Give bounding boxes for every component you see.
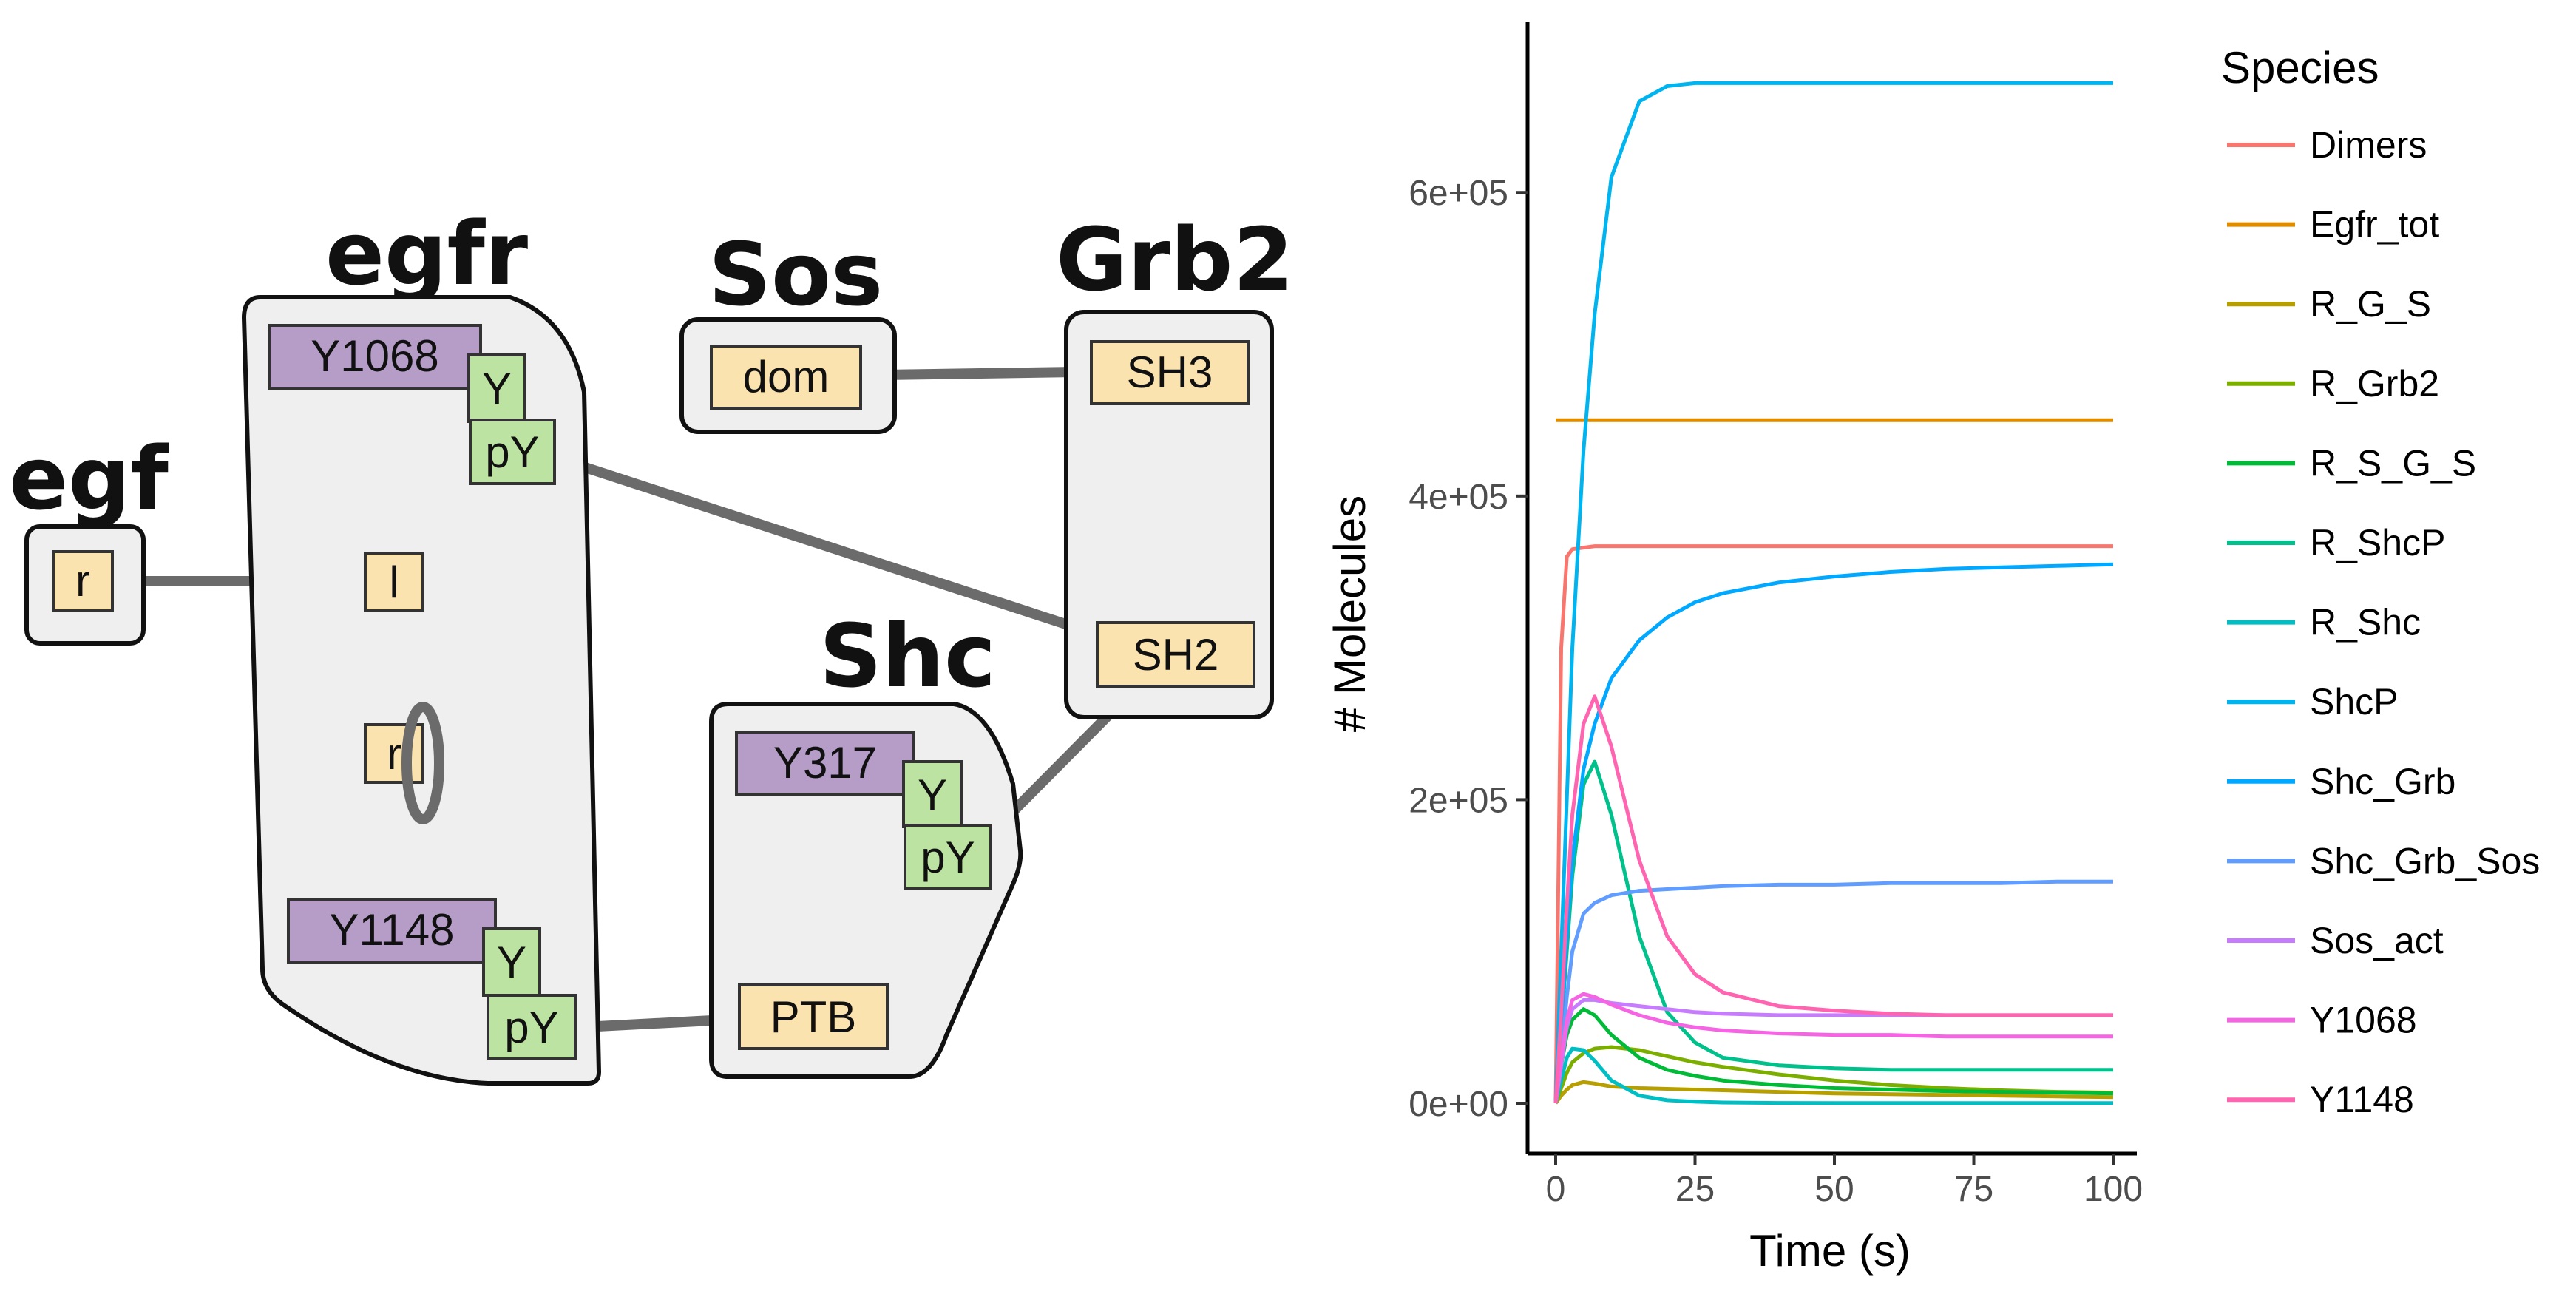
legend-label-Y1068: Y1068 [2310,1000,2417,1041]
shc-title: Shc [819,605,996,707]
series-line-R_S_G_S [1553,1007,2114,1104]
legend-label-R_Grb2: R_Grb2 [2310,363,2439,404]
shc-Y317-state-pY-label: pY [921,833,975,882]
egfr-site-l [364,552,424,612]
egfr-title: egfr [325,203,528,305]
x-tick-label: 75 [1954,1170,1993,1209]
grb2-site-SH2 [1096,621,1255,688]
grb2-site-SH3-label: SH3 [1127,348,1213,397]
egfr-Y1148-state-pY-label: pY [504,1003,558,1052]
egfr-site-Y1068-label: Y1068 [311,331,439,381]
series-line-R_Grb2 [1553,1045,2114,1104]
x-tick-label: 50 [1814,1170,1854,1209]
legend-label-R_ShcP: R_ShcP [2310,522,2445,563]
egfr-Y1068-state-pY [469,419,556,485]
y-tick-label: 0e+00 [1409,1085,1508,1124]
egfr-site-Y1148-label: Y1148 [329,905,454,955]
series-line-Shc_Grb [1553,562,2114,1104]
x-tick-label: 100 [2084,1170,2143,1209]
egfr-Y1148-state-pY [487,994,577,1060]
egfr-site-r [364,723,424,784]
grb2-site-SH2-label: SH2 [1133,630,1219,680]
y-tick-label: 2e+05 [1409,781,1508,820]
bond-egfr-pY-grb2-sh2 [535,447,1166,660]
shc-site-PTB-label: PTB [770,992,857,1042]
chart-axes: 0e+00 2e+05 4e+05 6e+05 0 25 50 75 100 [1409,22,2143,1209]
shc-Y317-state-Y [902,760,963,828]
legend-label-Shc_Grb: Shc_Grb [2310,761,2455,802]
chart-legend: Dimers Egfr_tot R_G_S R_Grb2 R_S_G_S R_ShcP R_… [2227,124,2540,1120]
molecule-shc: Shc Y317 Y pY PTB [709,605,1023,1079]
series-line-ShcP [1553,81,2113,1104]
legend-title: Species [2221,43,2379,92]
x-tick-label: 25 [1675,1170,1715,1209]
shc-Y317-state-Y-label: Y [918,771,947,820]
x-tick-label: 0 [1546,1170,1566,1209]
grb2-box [1064,310,1274,719]
legend-label-R_S_G_S: R_S_G_S [2310,442,2476,484]
series-line-R_ShcP [1553,759,2113,1104]
egfr-Y1148-state-Y [482,927,541,997]
grb2-title: Grb2 [1056,209,1287,311]
legend-label-Shc_Grb_Sos: Shc_Grb_Sos [2310,840,2540,881]
egf-site-r [52,550,114,612]
y-tick-label: 4e+05 [1409,478,1508,517]
molecule-egfr: egfr Y1068 Y pY l r Y1148 Y pY [241,203,602,1086]
series-line-Y1148 [1553,694,2113,1104]
shc-Y317-state-pY [904,824,992,890]
molecule-sos: Sos dom [679,223,897,434]
egf-title: egf [9,427,169,529]
series-line-Sos_act [1553,998,2113,1104]
egfr-Y1148-state-Y-label: Y [497,938,526,987]
molecule-egf: egf r [9,427,169,646]
egfr-r-intramolecular-bond [401,702,444,824]
series-line-Shc_Grb_Sos [1553,879,2113,1104]
sos-site-dom-label: dom [743,352,830,402]
series-line-Y1068 [1553,992,2113,1104]
interaction-diagram: egf r egfr Y1068 Y pY l r Y1148 Y pY Sos… [9,203,1287,1086]
egfr-site-l-label: l [389,558,399,607]
series-line-R_G_S [1553,1080,2114,1105]
egfr-box [241,295,602,1086]
legend-label-R_G_S: R_G_S [2310,283,2431,325]
legend-label-ShcP: ShcP [2310,681,2399,722]
y-axis-title: # Molecules [1325,495,1375,732]
egfr-Y1068-state-Y [467,353,526,423]
egfr-site-r-label: r [387,729,401,779]
molecule-grb2: Grb2 SH3 SH2 [1056,209,1287,719]
egfr-site-Y1068 [268,324,482,390]
y-tick-label: 6e+05 [1409,174,1508,213]
legend-label-Egfr_tot: Egfr_tot [2310,204,2439,245]
legend-label-Y1148: Y1148 [2310,1079,2414,1120]
egf-site-r-label: r [75,556,90,606]
legend-label-R_Shc: R_Shc [2310,602,2421,643]
shc-site-Y317 [735,731,915,796]
sos-site-dom [710,345,862,410]
legend-label-Dimers: Dimers [2310,124,2427,166]
grb2-site-SH3 [1090,340,1250,405]
legend-label-Sos_act: Sos_act [2310,920,2444,961]
egfr-Y1068-state-pY-label: pY [485,427,539,477]
chart-series-lines [1553,81,2114,1105]
series-line-Dimers [1553,544,2113,1104]
shc-site-Y317-label: Y317 [773,738,877,788]
x-axis-title: Time (s) [1749,1226,1911,1276]
egfr-Y1068-state-Y-label: Y [482,364,512,413]
sos-title: Sos [708,223,883,325]
shc-site-PTB [738,983,889,1050]
series-line-R_Shc [1553,1046,2113,1105]
